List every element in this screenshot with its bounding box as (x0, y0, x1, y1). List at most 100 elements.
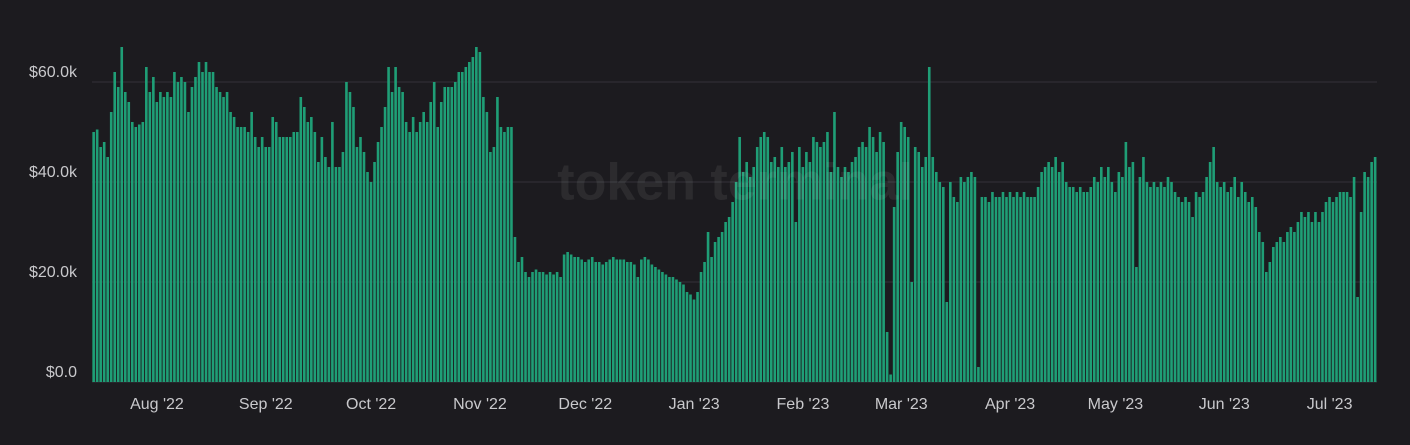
bar (411, 117, 415, 382)
x-tick-label: May '23 (1088, 396, 1144, 413)
x-tick-label: Jan '23 (669, 396, 720, 413)
bar (278, 137, 282, 382)
bar (373, 162, 376, 382)
bar (1236, 197, 1240, 382)
bar (847, 172, 850, 382)
bar (1117, 172, 1121, 382)
bar (106, 157, 110, 382)
bar (145, 67, 148, 382)
bar (836, 167, 840, 382)
bar (162, 97, 166, 382)
bar (134, 127, 138, 382)
bar (1149, 187, 1152, 382)
bar (661, 272, 664, 382)
bar (211, 72, 215, 382)
bar (1212, 147, 1215, 382)
bar (826, 132, 829, 382)
bar (320, 137, 324, 382)
bar (1033, 197, 1036, 382)
bar (116, 87, 120, 382)
bar (1170, 182, 1173, 382)
bar (1219, 187, 1222, 382)
grid (92, 81, 1377, 383)
bar (253, 137, 257, 382)
bar (1047, 162, 1050, 382)
bar (611, 257, 615, 382)
bar (1307, 212, 1310, 382)
bar (1163, 187, 1166, 382)
bar (1289, 227, 1293, 382)
bar (113, 72, 117, 382)
bar (699, 272, 703, 382)
bar (938, 182, 942, 382)
bar (706, 232, 710, 382)
bar (499, 127, 503, 382)
bar (1005, 197, 1008, 382)
bar (397, 87, 401, 382)
bar (166, 92, 169, 382)
bar (720, 232, 724, 382)
bar (222, 97, 225, 382)
bar (401, 92, 404, 382)
bar (689, 294, 692, 382)
bar (1082, 192, 1086, 382)
bar (341, 152, 345, 382)
bar (520, 257, 524, 382)
bar (1366, 177, 1370, 382)
y-tick-label: $60.0k (29, 64, 78, 81)
bar (130, 122, 134, 382)
bar (801, 167, 805, 382)
bar (889, 374, 892, 382)
x-tick-label: Aug '22 (130, 396, 184, 413)
bar (1135, 267, 1138, 382)
x-tick-label: Feb '23 (777, 396, 830, 413)
bar (566, 252, 569, 382)
bar (429, 102, 433, 382)
bar (369, 182, 373, 382)
bar (833, 112, 836, 382)
bar (682, 284, 685, 382)
bar (977, 367, 980, 382)
bar (190, 87, 194, 382)
bar (531, 272, 534, 382)
bar (317, 162, 320, 382)
bar (583, 262, 587, 382)
bar (362, 152, 366, 382)
bar (1040, 172, 1043, 382)
bar (99, 147, 102, 382)
bar (482, 97, 485, 382)
bar (615, 259, 619, 382)
bar (1240, 182, 1244, 382)
bar (710, 257, 713, 382)
bar (1226, 192, 1229, 382)
bar (734, 182, 738, 382)
bar (640, 259, 643, 382)
bar (1352, 177, 1356, 382)
bar (552, 274, 555, 382)
bar (271, 117, 275, 382)
bar (432, 82, 436, 382)
bar (1128, 167, 1131, 382)
bar (218, 92, 222, 382)
bar (352, 107, 355, 382)
bar (1026, 197, 1029, 382)
bar (1068, 187, 1071, 382)
bar (787, 162, 791, 382)
bar (805, 152, 808, 382)
bar (1138, 177, 1142, 382)
bar (510, 127, 513, 382)
bar (92, 132, 95, 382)
bar (464, 67, 468, 382)
bar (1338, 192, 1342, 382)
bar (141, 122, 145, 382)
bar (390, 92, 394, 382)
bar (102, 142, 106, 382)
bar (208, 72, 211, 382)
bar (187, 112, 190, 382)
bar (380, 127, 383, 382)
bar (137, 124, 141, 382)
bar (650, 264, 654, 382)
bar (917, 152, 921, 382)
bar (934, 172, 938, 382)
bar (815, 142, 819, 382)
